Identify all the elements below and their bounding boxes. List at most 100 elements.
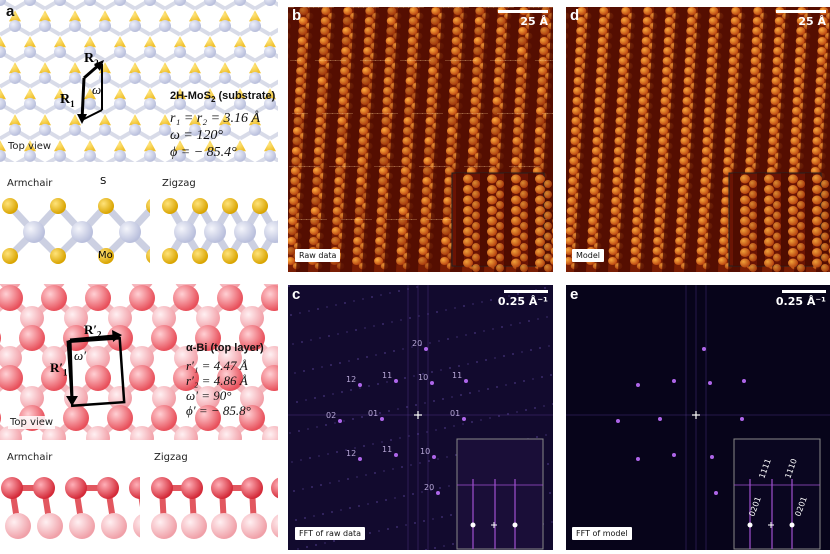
bi-atom-lower bbox=[240, 386, 264, 410]
panel-letter-e: e bbox=[570, 286, 579, 303]
fft-inset bbox=[733, 438, 821, 550]
mo-atom bbox=[219, 123, 231, 136]
fft-spot-label: 20 bbox=[424, 483, 434, 492]
mos2-top-view bbox=[0, 0, 278, 162]
mo-atom bbox=[24, 149, 36, 162]
s-atom bbox=[24, 36, 36, 48]
panel-letter-c: c bbox=[292, 286, 301, 303]
mo-atom bbox=[24, 0, 36, 6]
s-atom bbox=[144, 140, 156, 152]
mos2-vec-r1-label: R1 bbox=[60, 92, 75, 109]
mo-atom bbox=[9, 123, 21, 136]
s-atom bbox=[192, 248, 208, 264]
fft-spot bbox=[636, 457, 640, 461]
fft-spot bbox=[742, 379, 746, 383]
mo-atom bbox=[119, 221, 141, 243]
bi-atom bbox=[195, 405, 221, 431]
mo-atom bbox=[234, 0, 246, 6]
bi-atom-lower bbox=[152, 306, 176, 330]
mo-atom bbox=[0, 149, 6, 162]
bi-param-r2: r′₂ = 4.86 Å bbox=[186, 373, 248, 388]
atom-label-s: S bbox=[100, 176, 107, 187]
fft-spot bbox=[436, 491, 440, 495]
stm-inset bbox=[451, 172, 552, 272]
s-atom bbox=[162, 198, 178, 214]
tag-model: Model bbox=[572, 249, 605, 262]
bi-atom bbox=[1, 477, 23, 499]
bi-atom-lower bbox=[152, 386, 176, 410]
bi-omega-label: ω′ bbox=[74, 348, 87, 363]
fft-inset-spot bbox=[512, 522, 518, 528]
fft-spot bbox=[740, 417, 744, 421]
bi-atom bbox=[211, 477, 233, 499]
bi-atom bbox=[173, 285, 199, 311]
stm-raw-image bbox=[288, 7, 553, 272]
s-atom bbox=[204, 88, 216, 100]
bi-atom-lower bbox=[151, 513, 177, 539]
bi-atom bbox=[33, 477, 55, 499]
scalebar-d: 25 Å bbox=[770, 10, 826, 28]
bi-lattice-vectors bbox=[62, 326, 137, 421]
s-atom bbox=[114, 88, 126, 100]
mos2-param-omega: ω = 120° bbox=[170, 128, 223, 144]
atom-label-mo: Mo bbox=[98, 250, 113, 261]
bi-atom-lower bbox=[133, 514, 140, 538]
s-atom bbox=[98, 198, 114, 214]
bi-atom-lower bbox=[262, 346, 278, 370]
s-atom bbox=[24, 140, 36, 152]
mo-atom bbox=[71, 221, 93, 243]
panel-letter-b: b bbox=[292, 7, 302, 24]
mo-atom bbox=[234, 221, 256, 243]
s-atom bbox=[84, 36, 96, 48]
bi-atom bbox=[151, 325, 177, 351]
mo-atom bbox=[204, 221, 226, 243]
mo-atom bbox=[159, 123, 171, 136]
mo-atom bbox=[204, 0, 216, 6]
s-atom bbox=[264, 88, 276, 100]
bi-atom-lower bbox=[262, 426, 278, 440]
bi-atom bbox=[173, 365, 199, 391]
bi-atom bbox=[107, 405, 133, 431]
mo-atom bbox=[234, 149, 246, 162]
bi-armchair-view bbox=[0, 468, 140, 548]
bi-zigzag-view bbox=[150, 468, 278, 548]
s-atom bbox=[54, 88, 66, 100]
s-atom bbox=[144, 36, 156, 48]
bi-atom-lower bbox=[196, 306, 220, 330]
mo-atom bbox=[249, 19, 261, 32]
mos2-armchair-label: Armchair bbox=[7, 178, 53, 189]
s-atom bbox=[219, 62, 231, 74]
bi-atom-lower bbox=[108, 306, 132, 330]
mo-atom bbox=[23, 221, 45, 243]
mo-atom bbox=[189, 123, 201, 136]
bi-atom bbox=[0, 413, 1, 423]
mo-atom bbox=[99, 19, 111, 32]
bi-atom-lower bbox=[5, 513, 31, 539]
mo-atom bbox=[264, 97, 276, 110]
s-atom bbox=[0, 140, 6, 152]
fft-inset-spot bbox=[747, 522, 753, 528]
bi-atom bbox=[239, 405, 265, 431]
fft-spot-label: 12 bbox=[346, 449, 356, 458]
s-atom bbox=[39, 62, 51, 74]
fft-spot-label: 10 bbox=[418, 373, 428, 382]
s-atom bbox=[84, 140, 96, 152]
mo-atom bbox=[24, 45, 36, 58]
bi-atom bbox=[271, 477, 278, 499]
fft-spot bbox=[394, 453, 398, 457]
bi-param-omega: ω′ = 90° bbox=[186, 388, 232, 403]
bi-param-phi: ϕ′ = − 85.8° bbox=[186, 403, 251, 418]
s-atom bbox=[264, 36, 276, 48]
bi-atom-lower bbox=[0, 426, 22, 440]
s-atom bbox=[252, 248, 268, 264]
s-atom bbox=[129, 10, 141, 22]
fft-spot bbox=[672, 379, 676, 383]
mo-atom bbox=[9, 71, 21, 84]
bi-atom bbox=[85, 365, 111, 391]
bi-atom bbox=[151, 405, 177, 431]
s-atom bbox=[9, 10, 21, 22]
scalebar-c: 0.25 Å⁻¹ bbox=[490, 290, 548, 308]
bi-atom bbox=[241, 477, 263, 499]
bi-atom bbox=[65, 477, 87, 499]
mo-atom bbox=[39, 71, 51, 84]
